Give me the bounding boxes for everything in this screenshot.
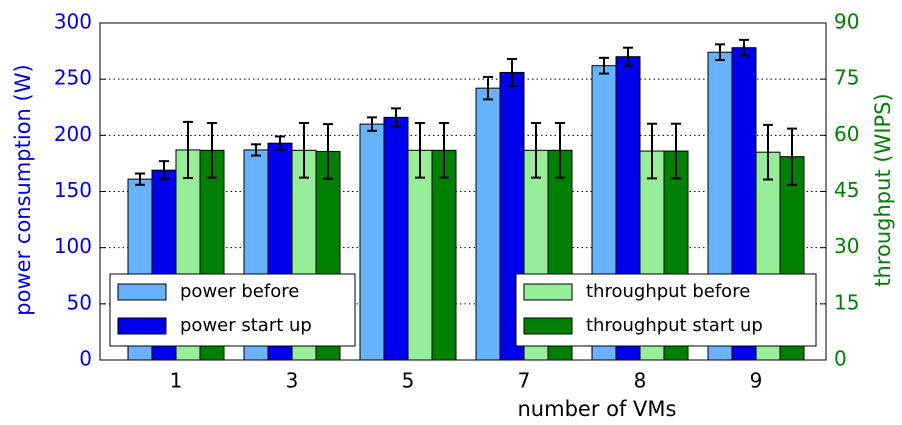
error-bar [739, 38, 749, 57]
error-bar [415, 121, 425, 179]
error-bar [483, 75, 493, 101]
y-tick-label: 100 [54, 234, 92, 258]
y2-axis-label: throughput (WIPS) [871, 93, 895, 286]
y-tick-label: 250 [54, 66, 92, 90]
error-bar [159, 160, 169, 181]
y2-tick-label: 15 [834, 290, 859, 314]
legend-label: throughput start up [586, 315, 763, 336]
legend-swatch [523, 283, 573, 301]
legend: power before power start up [109, 273, 356, 347]
error-bar [183, 120, 193, 180]
error-bar [647, 122, 657, 180]
x-tick-label: 3 [286, 369, 299, 393]
error-bar [391, 107, 401, 128]
y2-tick-label: 60 [834, 122, 859, 146]
y-tick-label: 150 [54, 178, 92, 202]
y-axis-label: power consumption (W) [11, 64, 35, 315]
x-tick-label: 9 [750, 369, 763, 393]
error-bar [251, 143, 261, 157]
error-bar [439, 121, 449, 179]
error-bar [763, 123, 773, 181]
error-bar [207, 121, 217, 179]
error-bar [531, 121, 541, 179]
legend-label: throughput before [586, 281, 750, 302]
error-bar [507, 57, 517, 87]
bar [431, 149, 457, 361]
legend-swatch [117, 283, 167, 301]
y-tick-label: 300 [54, 10, 92, 34]
x-tick-label: 1 [170, 369, 183, 393]
legend-label: power before [180, 281, 299, 302]
plot-frame [99, 22, 827, 361]
error-bar [599, 56, 609, 75]
error-bar [323, 123, 333, 180]
error-bar [367, 116, 377, 132]
y2-tick-label: 90 [834, 10, 859, 34]
x-tick-label: 7 [518, 369, 531, 393]
error-bar [671, 122, 681, 180]
error-bar [623, 46, 633, 67]
y-tick-label: 0 [79, 347, 92, 371]
error-bar [299, 121, 309, 179]
error-bar [135, 172, 145, 186]
x-tick-label: 8 [634, 369, 647, 393]
legend-label: power start up [180, 315, 312, 336]
error-bar [555, 121, 565, 179]
legend-swatch [523, 317, 573, 335]
y-tick-label: 200 [54, 122, 92, 146]
error-bar [275, 135, 285, 151]
y2-tick-label: 0 [834, 347, 847, 371]
legend-swatch [117, 317, 167, 335]
x-axis-label: number of VMs [518, 397, 677, 421]
bar [475, 87, 501, 361]
x-tick-label: 5 [402, 369, 415, 393]
y2-tick-label: 75 [834, 66, 859, 90]
error-bar [715, 43, 725, 62]
error-bar [787, 127, 797, 186]
y-tick-label: 50 [67, 290, 92, 314]
bar [359, 123, 385, 361]
y2-tick-label: 45 [834, 178, 859, 202]
legend: throughput before throughput start up [515, 273, 817, 347]
bar [407, 149, 433, 361]
y2-tick-label: 30 [834, 234, 859, 258]
bar [383, 116, 409, 361]
